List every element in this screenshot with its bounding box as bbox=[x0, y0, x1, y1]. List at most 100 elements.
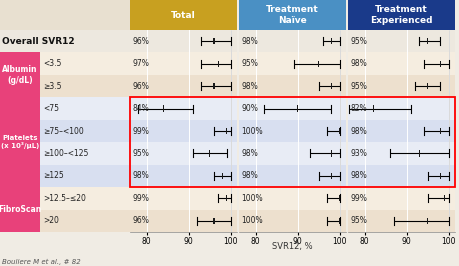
Text: 100%: 100% bbox=[241, 127, 262, 135]
Bar bbox=[239, 52, 345, 75]
Bar bbox=[330, 38, 331, 44]
Bar bbox=[347, 97, 454, 120]
Bar bbox=[130, 30, 236, 52]
Bar bbox=[213, 218, 214, 224]
Text: 90%: 90% bbox=[241, 104, 257, 113]
Text: Treatment
Experienced: Treatment Experienced bbox=[369, 5, 432, 25]
Bar bbox=[347, 187, 454, 210]
Bar bbox=[426, 83, 427, 89]
Bar bbox=[130, 165, 236, 187]
Bar bbox=[338, 218, 340, 224]
Bar bbox=[0, 97, 40, 187]
Bar bbox=[347, 142, 454, 165]
Bar bbox=[426, 38, 427, 44]
Bar bbox=[0, 120, 130, 142]
Bar bbox=[239, 165, 345, 187]
Text: 99%: 99% bbox=[132, 194, 149, 203]
Bar bbox=[239, 75, 345, 97]
Text: Platelets
(x 10³/μL): Platelets (x 10³/μL) bbox=[1, 135, 39, 149]
Text: ≥125: ≥125 bbox=[43, 171, 64, 180]
Bar bbox=[239, 210, 345, 232]
Bar bbox=[418, 150, 419, 157]
Text: 100%: 100% bbox=[241, 194, 262, 203]
Text: 95%: 95% bbox=[241, 59, 257, 68]
Text: 98%: 98% bbox=[241, 149, 257, 158]
Bar bbox=[347, 165, 454, 187]
Bar bbox=[130, 120, 236, 142]
Bar bbox=[239, 97, 345, 120]
Bar bbox=[347, 210, 454, 232]
Bar bbox=[239, 142, 345, 165]
Bar bbox=[0, 187, 40, 232]
Text: 98%: 98% bbox=[132, 171, 149, 180]
Bar bbox=[130, 210, 236, 232]
Text: >12.5–≤20: >12.5–≤20 bbox=[43, 194, 86, 203]
Text: <75: <75 bbox=[43, 104, 59, 113]
Text: Treatment
Naïve: Treatment Naïve bbox=[266, 5, 318, 25]
Bar bbox=[0, 165, 130, 187]
Text: 97%: 97% bbox=[132, 59, 149, 68]
Bar bbox=[338, 128, 340, 134]
Bar bbox=[0, 97, 130, 120]
Bar bbox=[130, 75, 236, 97]
Bar bbox=[347, 75, 454, 97]
Bar bbox=[209, 150, 210, 157]
Text: 98%: 98% bbox=[349, 59, 366, 68]
Bar bbox=[426, 218, 427, 224]
Bar bbox=[239, 30, 345, 52]
Text: 98%: 98% bbox=[241, 37, 257, 46]
Bar bbox=[239, 120, 345, 142]
Bar bbox=[225, 128, 227, 134]
Bar bbox=[338, 195, 340, 201]
Bar bbox=[297, 105, 298, 112]
Text: Bouliere M et al., # 82: Bouliere M et al., # 82 bbox=[2, 259, 81, 265]
Bar bbox=[443, 195, 444, 201]
Bar bbox=[162, 105, 164, 112]
Text: 96%: 96% bbox=[132, 37, 149, 46]
Text: 99%: 99% bbox=[132, 127, 149, 135]
Bar bbox=[217, 61, 218, 67]
Bar bbox=[0, 52, 40, 97]
Bar bbox=[347, 52, 454, 75]
Text: 95%: 95% bbox=[349, 37, 366, 46]
Text: FibroScan: FibroScan bbox=[0, 205, 41, 214]
Bar bbox=[221, 173, 223, 179]
Bar bbox=[330, 150, 331, 157]
Text: 98%: 98% bbox=[241, 82, 257, 91]
Bar bbox=[239, 187, 345, 210]
Text: 100%: 100% bbox=[241, 216, 262, 225]
Bar bbox=[318, 61, 319, 67]
Text: SVR12, %: SVR12, % bbox=[272, 242, 312, 251]
Bar bbox=[0, 30, 130, 52]
Bar bbox=[439, 173, 440, 179]
Bar bbox=[130, 97, 236, 120]
Bar bbox=[213, 38, 214, 44]
Text: 84%: 84% bbox=[132, 104, 149, 113]
Text: Albumin
(g/dL): Albumin (g/dL) bbox=[2, 65, 38, 85]
Text: Overall SVR12: Overall SVR12 bbox=[2, 37, 74, 46]
Text: 96%: 96% bbox=[132, 216, 149, 225]
Bar bbox=[347, 120, 454, 142]
Text: ≥75–<100: ≥75–<100 bbox=[43, 127, 84, 135]
Text: 93%: 93% bbox=[349, 149, 366, 158]
Text: >20: >20 bbox=[43, 216, 59, 225]
Text: 99%: 99% bbox=[349, 194, 366, 203]
Bar bbox=[372, 105, 373, 112]
Bar bbox=[0, 142, 130, 165]
Text: 98%: 98% bbox=[241, 171, 257, 180]
Text: <3.5: <3.5 bbox=[43, 59, 61, 68]
Bar bbox=[0, 52, 130, 75]
Bar bbox=[130, 52, 236, 75]
Text: 82%: 82% bbox=[349, 104, 366, 113]
Bar bbox=[0, 210, 130, 232]
Bar bbox=[330, 173, 331, 179]
Bar bbox=[439, 61, 440, 67]
Bar bbox=[0, 187, 130, 210]
Bar bbox=[225, 195, 227, 201]
Text: 98%: 98% bbox=[349, 127, 366, 135]
Text: 98%: 98% bbox=[349, 171, 366, 180]
Bar bbox=[0, 75, 130, 97]
Text: 96%: 96% bbox=[132, 82, 149, 91]
Bar bbox=[330, 83, 331, 89]
Text: 95%: 95% bbox=[132, 149, 149, 158]
